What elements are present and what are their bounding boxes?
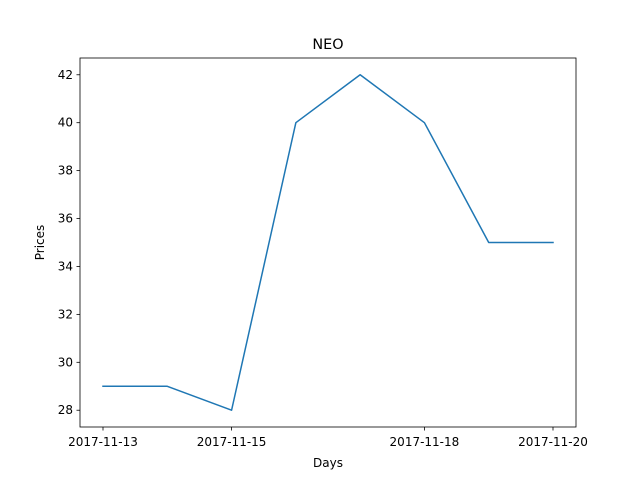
y-tick-label: 28 xyxy=(58,403,73,417)
plot-frame xyxy=(79,57,577,428)
x-tick-label: 2017-11-13 xyxy=(68,435,138,449)
y-tick-label: 34 xyxy=(58,259,73,273)
y-tick-label: 32 xyxy=(58,307,73,321)
y-tick-label: 36 xyxy=(58,212,73,226)
y-tick-label: 38 xyxy=(58,164,73,178)
y-tick-label: 30 xyxy=(58,355,73,369)
x-tick-label: 2017-11-18 xyxy=(390,435,460,449)
x-tick-label: 2017-11-15 xyxy=(197,435,267,449)
axis-ticks: 28 30 32 34 36 38 40 42 2017-11-13 2017-11-15 2017… xyxy=(58,68,588,449)
x-tick-label: 2017-11-20 xyxy=(518,435,588,449)
y-tick-label: 40 xyxy=(58,116,73,130)
series-line xyxy=(102,74,554,411)
y-tick-label: 42 xyxy=(58,68,73,82)
x-axis-label: Days xyxy=(313,456,343,470)
chart-title: NEO xyxy=(312,37,343,53)
y-axis-label: Prices xyxy=(33,225,47,261)
